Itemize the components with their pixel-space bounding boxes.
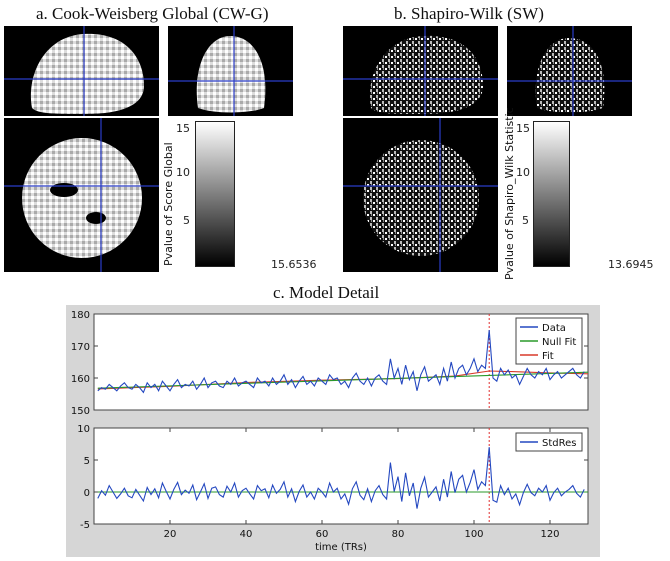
legend-label: Null Fit [542, 337, 576, 348]
y-tick-label: 0 [84, 488, 90, 499]
colorbar-a-max-value: 15.6536 [271, 258, 317, 271]
y-tick-label: 10 [77, 424, 90, 435]
panel-b-coronal-slice [507, 26, 632, 116]
brain-sagittal-image [343, 26, 498, 116]
brain-coronal-image [507, 26, 632, 116]
legend-label: StdRes [542, 438, 576, 449]
y-tick-label: 5 [84, 456, 90, 467]
plot-area [93, 313, 589, 411]
colorbar-a-tick-10: 10 [176, 166, 190, 179]
brain-sagittal-image [4, 26, 159, 116]
x-tick-label: 80 [392, 529, 405, 540]
legend-label: Data [542, 323, 566, 334]
colorbar-b-label: Pvalue of Shapiro_Wilk Statistic [503, 107, 516, 280]
brain-axial-image [4, 118, 159, 272]
legend-label: Fit [542, 351, 554, 362]
brain-coronal-image [168, 26, 293, 116]
colorbar-b-max-value: 13.6945 [608, 258, 654, 271]
panel-b-axial-slice [343, 118, 498, 272]
colorbar-b-tick-10: 10 [516, 166, 530, 179]
panel-b-sagittal-slice [343, 26, 498, 116]
panel-b-title: b. Shapiro-Wilk (SW) [394, 4, 544, 23]
subplot-1: 180 170 160 150 Data Null Fit Fit [71, 310, 589, 417]
panel-b-colorbar [533, 121, 570, 267]
colorbar-b-tick-5: 5 [522, 214, 529, 227]
y-tick-label: 150 [71, 406, 90, 417]
panel-a-title: a. Cook-Weisberg Global (CW-G) [36, 4, 269, 23]
x-tick-label: 20 [164, 529, 177, 540]
series-line-data [97, 329, 585, 394]
colorbar-b-tick-15: 15 [516, 122, 530, 135]
y-tick-label: 160 [71, 374, 90, 385]
brain-axial-image [343, 118, 498, 272]
x-tick-label: 60 [316, 529, 329, 540]
model-detail-figure: 180 170 160 150 Data Null Fit Fit 10 5 0 -5 20 40 60 8… [66, 305, 600, 557]
series-line-null-fit [97, 371, 589, 389]
colorbar-a-tick-5: 5 [183, 214, 190, 227]
x-tick-label: 100 [464, 529, 483, 540]
x-tick-label: 40 [240, 529, 253, 540]
panel-a-axial-slice [4, 118, 159, 272]
legend-box [515, 432, 583, 452]
panel-a-coronal-slice [168, 26, 293, 116]
y-tick-label: -5 [80, 520, 90, 531]
series-line-stdres [97, 447, 585, 509]
x-tick-label: 120 [540, 529, 559, 540]
colorbar-a-tick-15: 15 [176, 122, 190, 135]
panel-a-sagittal-slice [4, 26, 159, 116]
model-detail-chart: 180 170 160 150 Data Null Fit Fit 10 5 0 -5 20 40 60 8… [71, 310, 589, 553]
panel-a-colorbar [195, 121, 235, 267]
colorbar-a-label: Pvalue of Score Global [162, 142, 175, 266]
x-axis-label: time (TRs) [315, 542, 367, 553]
plot-area [93, 427, 589, 525]
y-tick-label: 170 [71, 342, 90, 353]
y-tick-label: 180 [71, 310, 90, 321]
subplot-2: 10 5 0 -5 20 40 60 80 100 120 time (TRs) StdRes [77, 424, 589, 553]
panel-c-title: c. Model Detail [273, 283, 380, 302]
